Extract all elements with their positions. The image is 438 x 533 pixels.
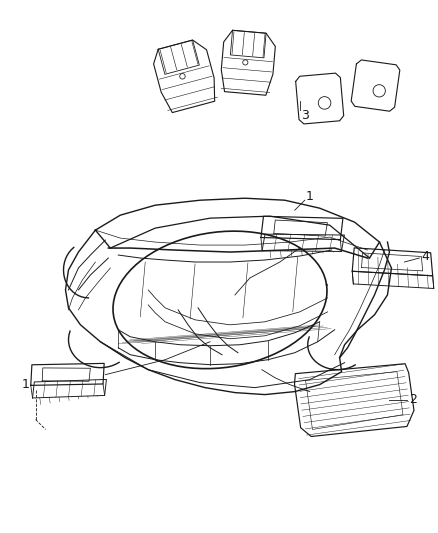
Text: 1: 1 — [21, 378, 29, 391]
Text: 4: 4 — [421, 249, 429, 263]
Text: 1: 1 — [306, 190, 314, 203]
Text: 2: 2 — [410, 393, 417, 406]
Text: 3: 3 — [301, 109, 309, 122]
